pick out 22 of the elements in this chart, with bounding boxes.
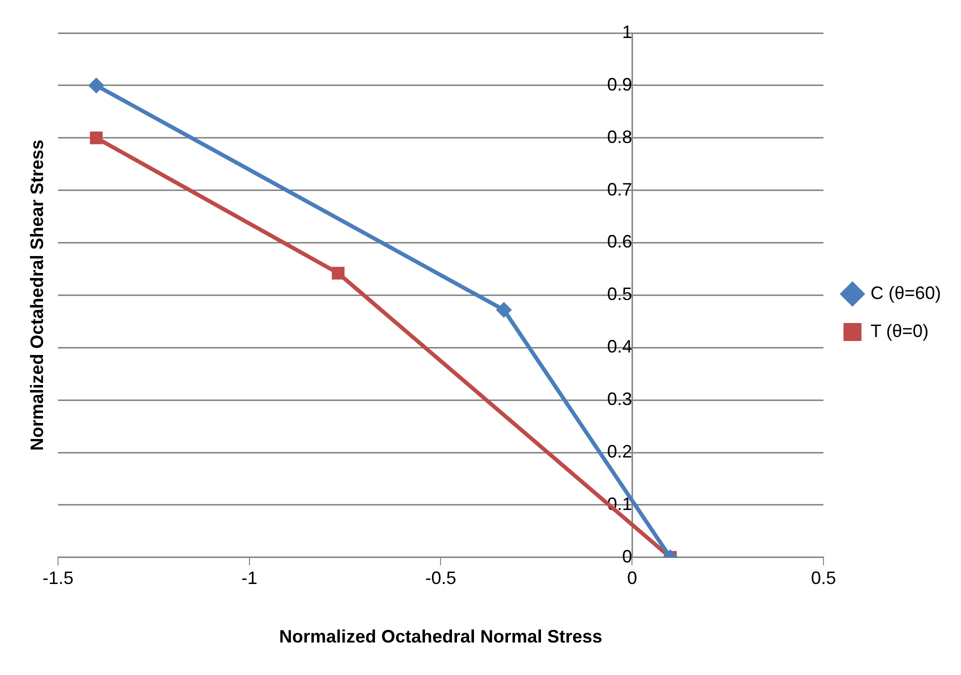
y-tick-label: 1 <box>622 22 632 42</box>
x-tick-label: 0.5 <box>810 568 836 588</box>
y-tick-label: 0.6 <box>607 232 632 252</box>
y-tick-label: 0.2 <box>607 441 632 462</box>
y-tick-label: 0.9 <box>607 74 632 94</box>
x-axis-title: Normalized Octahedral Normal Stress <box>279 626 602 646</box>
point <box>496 302 512 318</box>
y-tick-label: 0.4 <box>607 336 632 357</box>
point <box>332 266 345 280</box>
legend-label: C (θ=60) <box>870 282 942 303</box>
y-tick-label: 0.8 <box>607 126 632 147</box>
y-axis-title: Normalized Octahedral Shear Stress <box>26 140 47 451</box>
point <box>88 77 104 94</box>
point <box>90 132 103 144</box>
x-tick-label: -1 <box>241 568 258 588</box>
x-tick-label: -0.5 <box>425 568 456 588</box>
y-tick-label: 0.5 <box>607 284 632 304</box>
y-tick-label: 0.7 <box>607 179 632 200</box>
legend-label: T (θ=0) <box>870 320 929 341</box>
y-tick-label: 0.3 <box>607 389 632 410</box>
y-tick-label: 0 <box>622 546 632 566</box>
x-tick-label: -1.5 <box>42 568 74 588</box>
